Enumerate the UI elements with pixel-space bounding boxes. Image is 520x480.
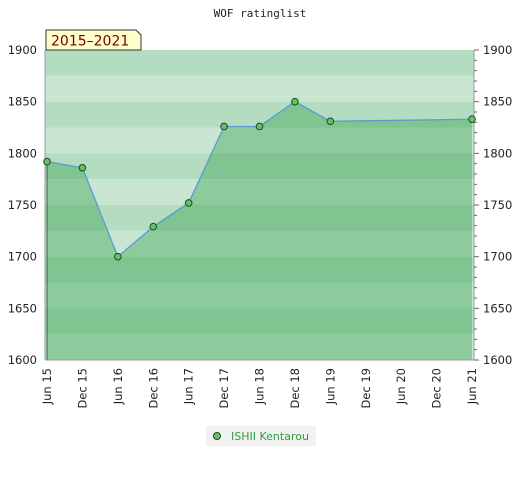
- legend[interactable]: ISHII Kentarou: [206, 426, 316, 446]
- series-line: [46, 100, 473, 258]
- x-tick-label: Dec 16: [146, 368, 160, 409]
- y-tick-label-right: 1750: [483, 198, 512, 212]
- y-tick-label-right: 1700: [483, 250, 512, 264]
- data-point: [326, 117, 335, 126]
- data-point: [149, 222, 158, 231]
- data-point: [468, 115, 476, 124]
- y-tick-label-right: 1800: [483, 146, 512, 160]
- x-tick-label: Dec 18: [288, 368, 302, 409]
- x-tick-label: Jun 17: [182, 368, 196, 405]
- data-point: [220, 122, 228, 131]
- background-band: [45, 179, 474, 205]
- background-band: [45, 282, 474, 309]
- period-badge-text: 2015–2021: [51, 34, 129, 50]
- x-tick-label: Jun 19: [323, 368, 337, 405]
- y-tick-label-right: 1850: [483, 95, 512, 109]
- series-points: [43, 97, 476, 261]
- x-tick-label: Dec 19: [359, 368, 373, 409]
- period-badge: 2015–2021: [45, 29, 142, 51]
- background-band: [45, 127, 474, 154]
- x-tick-label: Jun 16: [111, 368, 125, 405]
- x-tick-label: Dec 20: [430, 368, 444, 409]
- background-band: [45, 50, 474, 76]
- y-axis-left-labels: 1600 1650 1700 1750 1800 1850 1900: [8, 43, 37, 367]
- background-band: [45, 334, 474, 360]
- data-point: [43, 157, 51, 166]
- x-tick-label: Jun 15: [40, 368, 54, 405]
- background-band: [45, 153, 474, 180]
- data-point: [255, 122, 264, 131]
- y-tick-label-right: 1900: [483, 43, 512, 57]
- y-tick-label-right: 1650: [483, 301, 512, 315]
- chart-title: WOF ratinglist: [214, 7, 307, 20]
- x-axis-labels: Jun 15 Dec 15 Jun 16 Dec 16 Jun 17 Dec 17 Jun …: [40, 368, 479, 409]
- background-band: [45, 205, 474, 231]
- background-bands: [45, 50, 474, 360]
- x-tick-label: Dec 17: [217, 368, 231, 409]
- y-tick-label-left: 1900: [8, 43, 37, 57]
- legend-series-name: ISHII Kentarou: [231, 430, 309, 443]
- x-tick-label: Jun 21: [465, 368, 479, 405]
- background-band: [45, 75, 474, 102]
- x-tick-label: Jun 20: [394, 368, 408, 405]
- background-band: [45, 308, 474, 335]
- data-point: [184, 199, 193, 207]
- series-fill: [47, 101, 472, 361]
- series-area: [46, 100, 473, 361]
- y-tick-label-left: 1800: [8, 146, 37, 160]
- background-band: [45, 256, 474, 283]
- y-tick-label-left: 1850: [8, 95, 37, 109]
- data-point: [78, 164, 87, 172]
- legend-marker: [213, 432, 221, 440]
- data-point: [291, 97, 299, 106]
- y-axis-right-labels: 1600 1650 1700 1750 1800 1850 1900: [483, 43, 512, 367]
- axes: [44, 49, 479, 361]
- y-tick-label-left: 1600: [8, 353, 37, 367]
- y-tick-label-left: 1700: [8, 250, 37, 264]
- y-tick-label-right: 1600: [483, 353, 512, 367]
- data-point: [114, 252, 122, 261]
- y-tick-label-left: 1650: [8, 301, 37, 315]
- y-tick-label-left: 1750: [8, 198, 37, 212]
- x-tick-label: Jun 18: [253, 368, 267, 405]
- x-tick-label: Dec 15: [75, 368, 89, 409]
